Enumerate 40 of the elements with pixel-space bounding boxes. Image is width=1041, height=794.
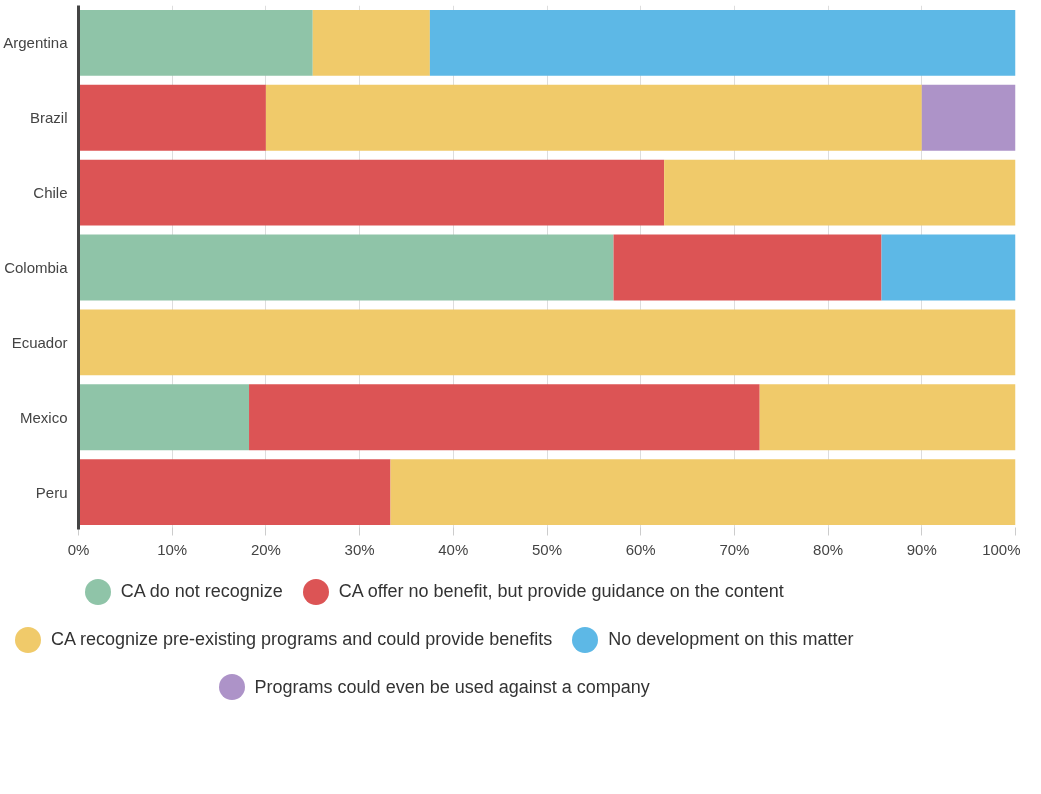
bar bbox=[249, 384, 760, 451]
legend-label: No development on this matter bbox=[608, 627, 854, 651]
bar bbox=[78, 84, 266, 151]
bar bbox=[429, 9, 1016, 76]
bar bbox=[78, 459, 391, 526]
y-tick-label: Mexico bbox=[19, 408, 68, 426]
bar bbox=[78, 159, 665, 226]
bar bbox=[78, 384, 250, 451]
bar bbox=[78, 234, 614, 301]
bar bbox=[664, 159, 1016, 226]
y-tick-label: Colombia bbox=[4, 259, 69, 276]
x-tick-label: 60% bbox=[625, 540, 656, 558]
y-tick-label: Ecuador bbox=[11, 333, 68, 351]
legend-label: CA offer no benefit, but provide guidance on the content bbox=[338, 580, 784, 604]
y-tick-label: Chile bbox=[33, 184, 68, 202]
x-tick-label: 0% bbox=[67, 540, 90, 558]
legend-label: CA do not recognize bbox=[120, 580, 283, 604]
bar bbox=[78, 309, 1016, 376]
x-tick-label: 90% bbox=[906, 540, 937, 558]
y-tick-label: Argentina bbox=[3, 34, 69, 52]
y-tick-label: Peru bbox=[35, 483, 68, 501]
legend-label: CA recognize pre-existing programs and could provide benefits bbox=[51, 627, 553, 651]
legend-label: Programs could even be used against a company bbox=[254, 675, 650, 699]
bar bbox=[921, 84, 1016, 151]
bar bbox=[759, 384, 1016, 451]
bar bbox=[613, 234, 882, 301]
bar bbox=[312, 9, 430, 76]
x-tick-label: 30% bbox=[344, 540, 375, 558]
x-tick-label: 40% bbox=[438, 540, 469, 558]
x-tick-label: 70% bbox=[719, 540, 750, 558]
x-tick-label: 10% bbox=[157, 540, 188, 558]
x-tick-label: 50% bbox=[531, 540, 563, 558]
y-tick-label: Brazil bbox=[29, 109, 68, 127]
bar bbox=[390, 459, 1016, 526]
x-tick-label: 80% bbox=[813, 540, 844, 558]
x-tick-label: 100% bbox=[982, 540, 1021, 558]
bar bbox=[78, 9, 313, 76]
bar bbox=[265, 84, 922, 151]
x-tick-label: 20% bbox=[250, 540, 281, 558]
bar bbox=[881, 234, 1016, 301]
